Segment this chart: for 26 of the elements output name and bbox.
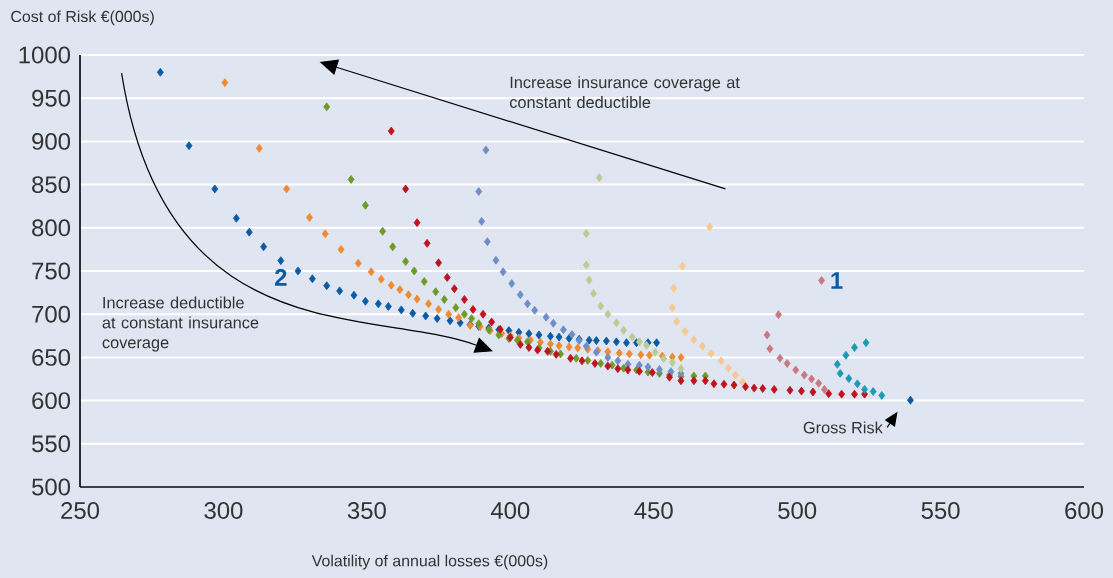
y-tick-label: 500 bbox=[32, 478, 71, 496]
x-tick-label: 600 bbox=[1065, 502, 1104, 519]
y-tick-label: 850 bbox=[32, 176, 71, 194]
y-tick-label: 650 bbox=[32, 348, 71, 366]
y-tick-label: 750 bbox=[32, 262, 71, 280]
x-tick-label: 300 bbox=[204, 502, 243, 519]
y-tick-label: 550 bbox=[32, 435, 71, 453]
x-tick-label: 400 bbox=[490, 502, 530, 519]
y-tick-label: 1000 bbox=[19, 46, 71, 64]
x-tick-label: 550 bbox=[921, 502, 960, 519]
x-tick-label: 250 bbox=[61, 502, 100, 519]
annotation: Increase insurance coverage at constant deductible bbox=[509, 76, 740, 109]
x-tick-label: 350 bbox=[347, 502, 386, 519]
x-axis-title: Volatility of annual losses €(000s) bbox=[311, 554, 548, 570]
annotation: Increase deductible at constant insurance coverage bbox=[102, 296, 259, 352]
y-axis-title: Cost of Risk €(000s) bbox=[11, 10, 154, 26]
y-tick-label: 900 bbox=[32, 132, 71, 150]
x-tick-label: 500 bbox=[778, 502, 817, 519]
y-tick-label: 950 bbox=[32, 89, 71, 107]
x-tick-label: 450 bbox=[634, 502, 673, 519]
annotation: 2 bbox=[275, 269, 287, 286]
y-tick-label: 800 bbox=[32, 219, 71, 237]
y-tick-label: 700 bbox=[32, 305, 71, 323]
y-tick-label: 600 bbox=[32, 392, 71, 410]
annotation: Gross Risk bbox=[803, 421, 883, 434]
annotation: 1 bbox=[831, 272, 843, 289]
